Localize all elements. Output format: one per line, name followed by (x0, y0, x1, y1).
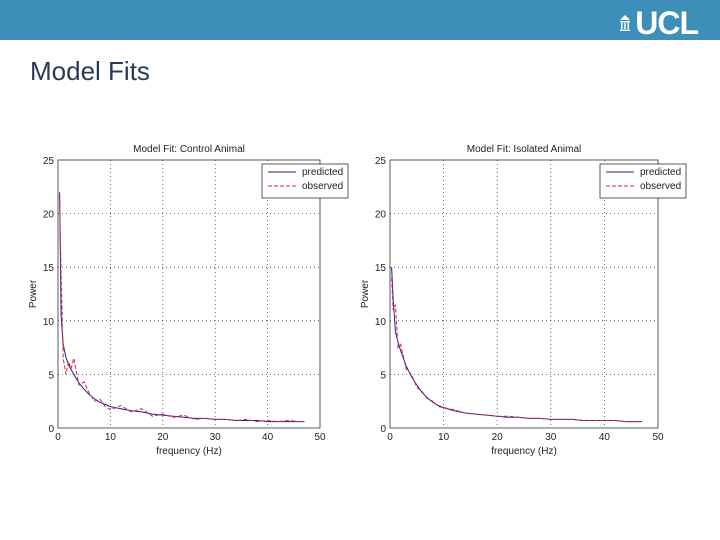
header-bar: UCL (0, 0, 720, 40)
series-line-observed (391, 277, 642, 423)
x-tick-label: 10 (438, 432, 450, 443)
y-tick-label: 5 (48, 370, 54, 381)
logo-text: UCL (635, 5, 699, 41)
legend-label: observed (640, 181, 681, 192)
y-tick-label: 25 (375, 156, 387, 167)
legend-box (261, 163, 349, 199)
x-tick-label: 0 (55, 432, 61, 443)
y-tick-label: 15 (43, 263, 55, 274)
x-tick-label: 30 (545, 432, 557, 443)
x-axis-label: frequency (Hz) (491, 446, 557, 457)
plot-frame (57, 159, 321, 429)
y-tick-label: 15 (375, 263, 387, 274)
legend-box (599, 163, 687, 199)
x-axis-label: frequency (Hz) (156, 446, 222, 457)
chart-title: Model Fit: Control Animal (133, 144, 245, 155)
y-tick-label: 20 (375, 210, 387, 221)
y-axis-label: Power (28, 279, 39, 308)
chart-2: 0 10 20 30 40 50 0 5 10 15 20 25 Model Fit: Isolated… (360, 144, 687, 457)
x-tick-label: 50 (652, 432, 664, 443)
y-tick-label: 10 (375, 317, 387, 328)
x-tick-label: 50 (314, 432, 326, 443)
x-tick-label: 40 (599, 432, 611, 443)
x-tick-label: 0 (387, 432, 393, 443)
slide-title: Model Fits (30, 56, 150, 86)
chart-1: 0 10 20 30 40 50 0 5 10 15 20 25 Model Fit: Control … (28, 144, 349, 457)
y-tick-label: 5 (380, 370, 386, 381)
legend: predicted observed (599, 163, 687, 199)
portico-icon (620, 15, 631, 31)
series-line-observed (59, 197, 305, 423)
x-tick-label: 10 (105, 432, 117, 443)
legend-label: observed (302, 181, 343, 192)
x-tick-label: 20 (157, 432, 169, 443)
y-tick-label: 25 (43, 156, 55, 167)
y-tick-label: 0 (48, 424, 54, 435)
legend-label: predicted (302, 167, 343, 178)
y-tick-label: 0 (380, 424, 386, 435)
legend: predicted observed (261, 163, 349, 199)
y-axis-label: Power (360, 279, 371, 308)
plot-frame (389, 159, 659, 429)
y-tick-label: 10 (43, 317, 55, 328)
x-tick-label: 40 (262, 432, 274, 443)
series-line-predicted (59, 192, 305, 423)
chart-title: Model Fit: Isolated Animal (467, 144, 582, 155)
x-tick-label: 30 (210, 432, 222, 443)
legend-label: predicted (640, 167, 681, 178)
x-tick-label: 20 (492, 432, 504, 443)
y-tick-label: 20 (43, 210, 55, 221)
ucl-logo: UCL (619, 5, 699, 41)
